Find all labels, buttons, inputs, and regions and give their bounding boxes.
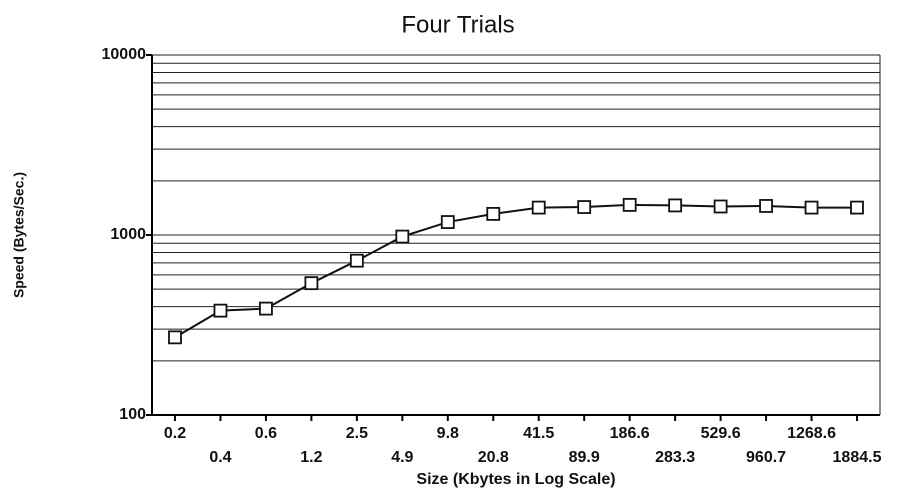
data-marker bbox=[577, 200, 592, 214]
data-marker bbox=[304, 276, 319, 291]
y-tick-label: 1000 bbox=[110, 226, 146, 243]
x-tick-label: 283.3 bbox=[655, 449, 695, 466]
x-tick-label: 0.2 bbox=[164, 425, 186, 442]
x-tick-label: 4.9 bbox=[391, 449, 413, 466]
x-tick-label: 9.8 bbox=[437, 425, 459, 442]
data-marker bbox=[804, 200, 819, 215]
x-tick-label: 41.5 bbox=[523, 425, 554, 442]
x-tick-label: 1884.5 bbox=[833, 449, 882, 466]
x-tick-label: 1268.6 bbox=[787, 425, 836, 442]
x-tick-label: 529.6 bbox=[701, 425, 741, 442]
x-tick-label: 20.8 bbox=[478, 449, 509, 466]
x-tick-label: 0.6 bbox=[255, 425, 277, 442]
data-marker bbox=[759, 199, 773, 213]
y-tick-label: 100 bbox=[119, 406, 146, 423]
data-marker bbox=[395, 229, 410, 244]
x-tick-label: 0.4 bbox=[209, 449, 231, 466]
chart-title: Four Trials bbox=[401, 11, 514, 38]
x-tick-label: 186.6 bbox=[610, 425, 650, 442]
data-marker bbox=[486, 206, 501, 221]
data-marker bbox=[531, 200, 546, 215]
x-tick-label: 89.9 bbox=[569, 449, 600, 466]
data-marker bbox=[850, 200, 864, 215]
y-tick-label: 10000 bbox=[102, 46, 147, 63]
data-marker bbox=[213, 303, 228, 318]
data-marker bbox=[622, 197, 637, 212]
x-tick-label: 1.2 bbox=[300, 449, 322, 466]
x-tick-label: 960.7 bbox=[746, 449, 786, 466]
x-tick-label: 2.5 bbox=[346, 425, 368, 442]
data-line bbox=[174, 203, 857, 339]
y-axis-label: Speed (Bytes/Sec.) bbox=[11, 172, 27, 298]
data-marker bbox=[668, 198, 683, 213]
x-axis-label: Size (Kbytes in Log Scale) bbox=[416, 471, 615, 488]
data-marker bbox=[168, 330, 182, 345]
data-marker bbox=[713, 199, 728, 214]
data-marker bbox=[259, 301, 273, 316]
data-marker bbox=[349, 253, 364, 268]
data-marker bbox=[440, 215, 455, 229]
